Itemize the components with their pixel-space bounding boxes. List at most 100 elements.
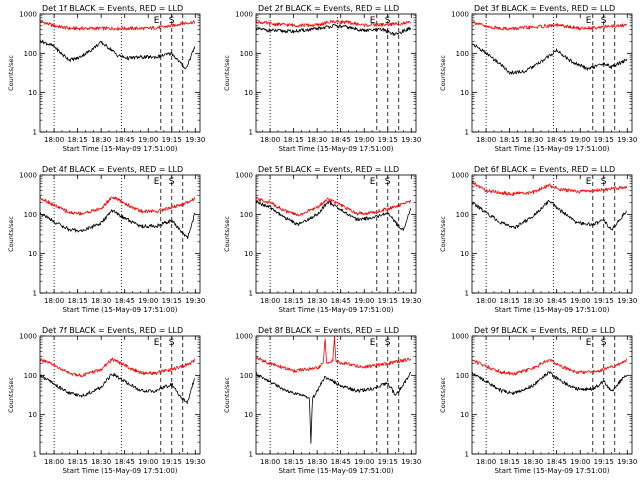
y-tick-label: 10	[460, 250, 469, 258]
x-tick-label: 18:30	[307, 136, 327, 144]
plot-frame	[471, 174, 633, 294]
x-tick-label: 18:30	[91, 458, 111, 466]
x-axis-label: Start Time (15-May-09 17:51:00)	[62, 306, 177, 314]
x-tick-label: 19:00	[138, 297, 158, 305]
panel-title: Det 7f BLACK = Events, RED = LLD	[42, 326, 183, 335]
detector-panel-7: Det 7f BLACK = Events, RED = LLD Counts/s…	[7, 326, 205, 475]
x-tick-label: 19:15	[378, 458, 398, 466]
x-tick-label: 19:00	[570, 136, 590, 144]
x-tick-label: 18:45	[547, 458, 567, 466]
events-rate-line	[255, 200, 412, 231]
y-tick-label: 1	[33, 451, 37, 459]
x-tick-label: 18:15	[284, 297, 304, 305]
marker-e: E	[370, 177, 376, 187]
y-tick-label: 10	[460, 89, 469, 97]
x-tick-label: 18:30	[91, 297, 111, 305]
x-tick-label: 18:00	[44, 458, 64, 466]
x-axis-label: Start Time (15-May-09 17:51:00)	[62, 145, 177, 153]
y-tick-label: 10	[28, 411, 37, 419]
y-axis-label: Counts/sec	[7, 55, 15, 91]
x-tick-label: 18:15	[284, 136, 304, 144]
events-rate-line	[471, 43, 628, 75]
marker-e: E	[586, 177, 592, 187]
x-tick-label: 18:45	[331, 136, 351, 144]
x-tick-label: 19:00	[138, 136, 158, 144]
plot-frame	[255, 335, 417, 455]
x-axis-label: Start Time (15-May-09 17:51:00)	[278, 467, 393, 475]
marker-e: E	[154, 16, 160, 26]
plot-frame	[471, 13, 633, 133]
y-tick-label: 1000	[451, 172, 469, 180]
panel-title: Det 6f BLACK = Events, RED = LLD	[474, 165, 615, 174]
panel-title: Det 1f BLACK = Events, RED = LLD	[42, 4, 183, 13]
x-tick-label: 19:30	[185, 458, 205, 466]
y-axis-label: Counts/sec	[439, 55, 447, 91]
marker-e: E	[370, 16, 376, 26]
y-tick-label: 1000	[235, 172, 253, 180]
lld-rate-line	[471, 20, 628, 31]
y-tick-label: 100	[240, 372, 253, 380]
x-tick-label: 18:00	[260, 458, 280, 466]
x-tick-label: 19:15	[594, 458, 614, 466]
x-axis-label: Start Time (15-May-09 17:51:00)	[278, 145, 393, 153]
panel-title: Det 3f BLACK = Events, RED = LLD	[474, 4, 615, 13]
lld-rate-line	[255, 197, 412, 217]
lld-rate-line	[471, 358, 628, 376]
detector-panel-1: Det 1f BLACK = Events, RED = LLD Counts/s…	[7, 4, 205, 153]
x-tick-label: 18:00	[44, 297, 64, 305]
y-tick-label: 1000	[235, 11, 253, 19]
x-tick-label: 18:45	[331, 458, 351, 466]
x-tick-label: 19:15	[162, 458, 182, 466]
marker-s: S	[601, 177, 607, 187]
y-tick-label: 1000	[19, 172, 37, 180]
plot-frame	[471, 335, 633, 455]
marker-s: S	[169, 177, 175, 187]
x-tick-label: 18:15	[68, 136, 88, 144]
panel-title: Det 2f BLACK = Events, RED = LLD	[258, 4, 399, 13]
x-tick-label: 18:30	[91, 136, 111, 144]
x-tick-label: 19:30	[617, 297, 637, 305]
x-tick-label: 18:45	[115, 297, 135, 305]
y-tick-label: 1000	[235, 333, 253, 341]
x-tick-label: 19:15	[378, 136, 398, 144]
panel-title: Det 8f BLACK = Events, RED = LLD	[258, 326, 399, 335]
x-tick-label: 19:30	[185, 136, 205, 144]
x-tick-label: 18:45	[547, 297, 567, 305]
x-tick-label: 18:00	[44, 136, 64, 144]
y-tick-label: 1	[465, 451, 469, 459]
y-tick-label: 1000	[451, 11, 469, 19]
marker-s: S	[601, 16, 607, 26]
detector-panel-6: Det 6f BLACK = Events, RED = LLD Counts/s…	[439, 165, 637, 314]
x-tick-label: 18:30	[307, 458, 327, 466]
y-tick-label: 100	[456, 372, 469, 380]
y-tick-label: 1	[33, 290, 37, 298]
x-tick-label: 18:00	[260, 136, 280, 144]
x-axis-label: Start Time (15-May-09 17:51:00)	[62, 467, 177, 475]
y-tick-label: 100	[24, 50, 37, 58]
y-axis-label: Counts/sec	[439, 377, 447, 413]
marker-e: E	[586, 338, 592, 348]
y-tick-label: 1000	[19, 11, 37, 19]
x-tick-label: 18:30	[523, 136, 543, 144]
lld-rate-line	[39, 357, 196, 378]
x-tick-label: 18:15	[500, 297, 520, 305]
x-axis-label: Start Time (15-May-09 17:51:00)	[278, 306, 393, 314]
y-tick-label: 1	[249, 290, 253, 298]
x-tick-label: 19:00	[354, 136, 374, 144]
panel-title: Det 9f BLACK = Events, RED = LLD	[474, 326, 615, 335]
events-rate-line	[471, 199, 627, 231]
marker-e: E	[586, 16, 592, 26]
events-rate-line	[39, 209, 196, 240]
y-tick-label: 10	[460, 411, 469, 419]
x-tick-label: 19:15	[378, 297, 398, 305]
events-rate-line	[255, 371, 412, 444]
x-tick-label: 19:15	[594, 136, 614, 144]
detector-panel-4: Det 4f BLACK = Events, RED = LLD Counts/s…	[7, 165, 205, 314]
marker-s: S	[169, 16, 175, 26]
x-tick-label: 18:30	[307, 297, 327, 305]
y-tick-label: 10	[28, 89, 37, 97]
x-tick-label: 18:15	[68, 297, 88, 305]
y-axis-label: Counts/sec	[223, 55, 231, 91]
